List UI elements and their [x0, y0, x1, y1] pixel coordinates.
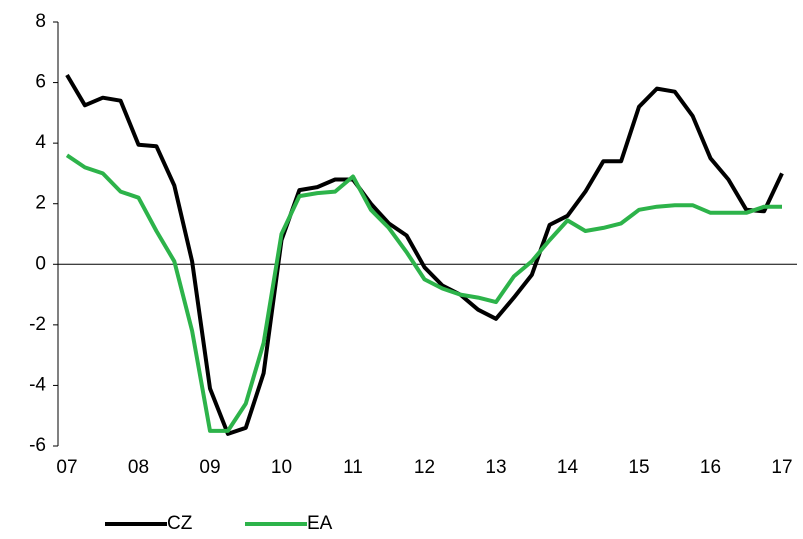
y-tick-label: -6 — [29, 435, 46, 456]
x-tick-label: 13 — [485, 457, 506, 478]
x-tick-label: 12 — [414, 457, 435, 478]
x-tick-label: 07 — [56, 457, 77, 478]
legend-label: EA — [307, 513, 333, 534]
series-line — [65, 153, 782, 433]
y-tick-label: 8 — [35, 11, 46, 32]
x-tick-label: 17 — [771, 457, 792, 478]
y-tick-label: -2 — [29, 314, 46, 335]
y-tick-label: 6 — [35, 72, 46, 93]
y-tick-label: 2 — [35, 193, 46, 214]
x-tick-label: 08 — [128, 457, 149, 478]
legend-label: CZ — [167, 513, 193, 534]
series-line — [65, 73, 784, 436]
y-tick-label: 4 — [35, 132, 46, 153]
y-tick-label: -4 — [29, 374, 46, 395]
y-tick-label: 0 — [35, 253, 46, 274]
x-tick-label: 15 — [628, 457, 649, 478]
x-tick-label: 09 — [199, 457, 220, 478]
x-tick-label: 16 — [700, 457, 721, 478]
x-tick-label: 11 — [343, 457, 363, 478]
x-tick-label: 10 — [271, 457, 292, 478]
x-tick-label: 14 — [557, 457, 579, 478]
